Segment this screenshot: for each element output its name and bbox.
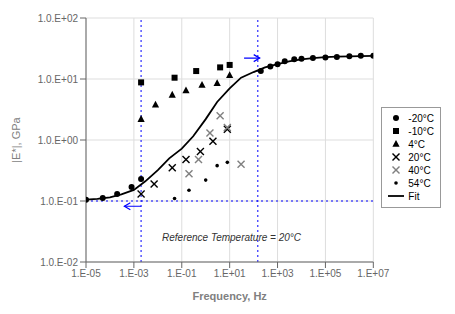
svg-text:1.E-03: 1.E-03	[119, 268, 149, 279]
svg-text:1.E+03: 1.E+03	[262, 268, 294, 279]
html-text:-10°C: -10°C	[408, 125, 434, 137]
svg-text:1.E-01: 1.E-01	[167, 268, 197, 279]
svg-text:1.E+07: 1.E+07	[357, 268, 389, 279]
svg-text:1.E-05: 1.E-05	[71, 268, 101, 279]
svg-text:1.0.E+00: 1.0.E+00	[38, 135, 79, 146]
svg-text:1.0.E+01: 1.0.E+01	[38, 74, 79, 85]
svg-text:1.0.E+02: 1.0.E+02	[38, 13, 79, 24]
html-text:40°C: 40°C	[408, 164, 431, 176]
html-text:4°C: 4°C	[408, 138, 426, 150]
html-text:54°C: 54°C	[408, 177, 431, 189]
html-text:-20°C: -20°C	[408, 112, 434, 124]
svg-text:|E*|, GPa: |E*|, GPa	[10, 116, 22, 162]
svg-text:Reference Temperature = 20°C: Reference Temperature = 20°C	[162, 232, 302, 243]
svg-text:1.0.E-01: 1.0.E-01	[40, 196, 78, 207]
svg-text:1.E+01: 1.E+01	[214, 268, 246, 279]
html-text:Fit: Fit	[408, 190, 420, 202]
svg-text:Frequency, Hz: Frequency, Hz	[192, 290, 267, 302]
html-text:20°C: 20°C	[408, 151, 431, 163]
svg-text:1.0.E-02: 1.0.E-02	[40, 257, 78, 268]
svg-text:1.E+05: 1.E+05	[309, 268, 341, 279]
